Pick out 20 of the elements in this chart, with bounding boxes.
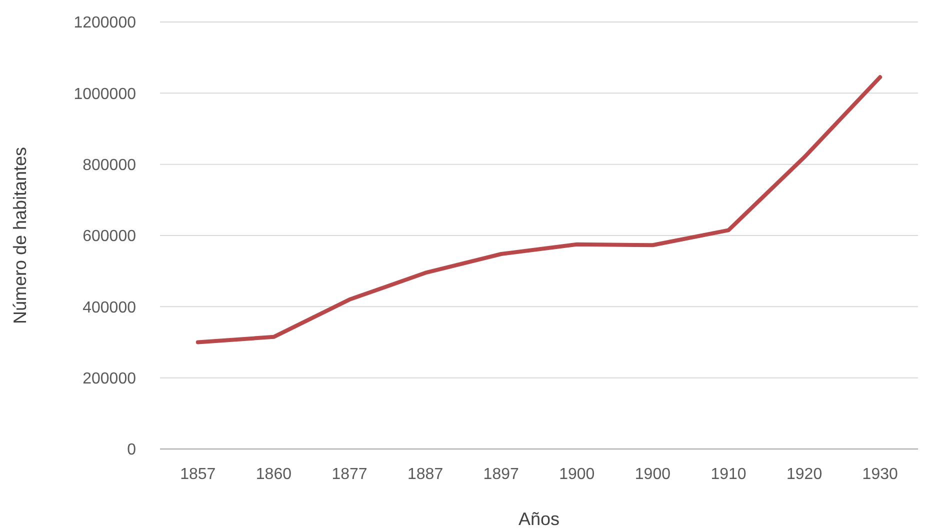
x-tick-label: 1897 <box>483 466 519 483</box>
x-tick-label: 1860 <box>256 466 292 483</box>
y-tick-label: 1200000 <box>74 14 136 32</box>
y-tick-label: 800000 <box>82 156 136 174</box>
y-tick-label: 600000 <box>82 228 136 246</box>
x-tick-label: 1857 <box>180 466 216 483</box>
x-tick-label: 1910 <box>710 466 746 483</box>
x-tick-label: 1920 <box>786 466 822 483</box>
x-tick-label: 1887 <box>408 466 444 483</box>
x-tick-label: 1900 <box>634 466 671 483</box>
line-series <box>196 75 882 344</box>
x-axis-title: Años <box>518 509 560 529</box>
y-tick-label: 0 <box>127 442 136 459</box>
y-axis-title: Número de habitantes <box>10 146 30 324</box>
y-tick-label: 200000 <box>82 370 136 388</box>
x-tick-label: 1900 <box>559 466 595 483</box>
y-tick-label: 1000000 <box>74 86 136 103</box>
x-tick-label: 1930 <box>862 466 898 483</box>
y-tick-label: 400000 <box>82 299 136 316</box>
x-tick-label: 1877 <box>332 466 368 483</box>
